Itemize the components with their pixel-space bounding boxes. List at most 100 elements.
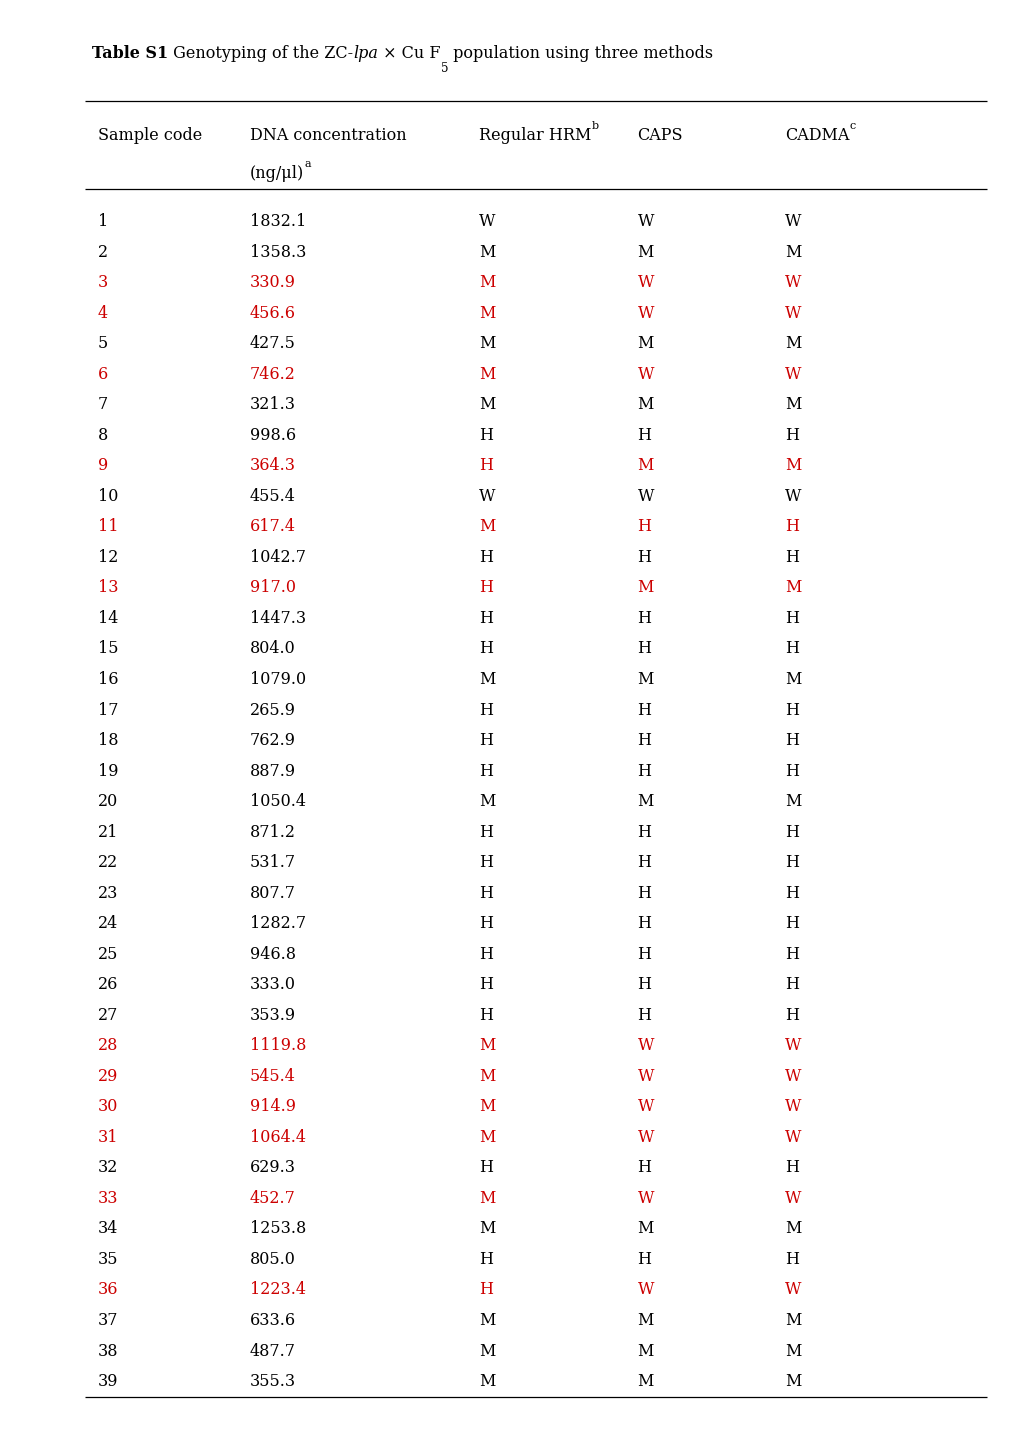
Text: H: H [637, 1159, 651, 1176]
Text: 353.9: 353.9 [250, 1007, 296, 1023]
Text: H: H [479, 977, 493, 993]
Text: 18: 18 [98, 732, 118, 749]
Text: W: W [637, 1068, 653, 1085]
Text: H: H [479, 824, 493, 841]
Text: M: M [479, 1068, 495, 1085]
Text: 9: 9 [98, 457, 108, 475]
Text: M: M [479, 335, 495, 352]
Text: W: W [637, 274, 653, 291]
Text: 5: 5 [440, 62, 447, 75]
Text: M: M [785, 244, 801, 261]
Text: 1282.7: 1282.7 [250, 915, 306, 932]
Text: M: M [785, 580, 801, 596]
Text: 35: 35 [98, 1251, 118, 1268]
Text: M: M [785, 397, 801, 413]
Text: (ng/μl): (ng/μl) [250, 165, 304, 182]
Text: 20: 20 [98, 794, 118, 810]
Text: H: H [637, 1251, 651, 1268]
Text: W: W [637, 488, 653, 505]
Text: H: H [785, 518, 799, 535]
Text: W: W [785, 1068, 801, 1085]
Text: M: M [785, 1221, 801, 1238]
Text: population using three methods: population using three methods [447, 45, 712, 62]
Text: 37: 37 [98, 1312, 118, 1329]
Text: H: H [785, 824, 799, 841]
Text: H: H [637, 945, 651, 962]
Text: 1253.8: 1253.8 [250, 1221, 306, 1238]
Text: H: H [479, 580, 493, 596]
Text: 1050.4: 1050.4 [250, 794, 306, 810]
Text: Sample code: Sample code [98, 127, 202, 144]
Text: 15: 15 [98, 641, 118, 658]
Text: H: H [785, 732, 799, 749]
Text: M: M [479, 274, 495, 291]
Text: W: W [637, 1190, 653, 1206]
Text: 946.8: 946.8 [250, 945, 296, 962]
Text: H: H [637, 732, 651, 749]
Text: M: M [637, 580, 653, 596]
Text: W: W [785, 1038, 801, 1055]
Text: H: H [479, 915, 493, 932]
Text: W: W [785, 304, 801, 322]
Text: W: W [637, 304, 653, 322]
Text: W: W [479, 214, 495, 229]
Text: 487.7: 487.7 [250, 1342, 296, 1359]
Text: H: H [479, 1159, 493, 1176]
Text: 456.6: 456.6 [250, 304, 296, 322]
Text: M: M [785, 1312, 801, 1329]
Text: H: H [785, 427, 799, 444]
Text: 617.4: 617.4 [250, 518, 296, 535]
Text: 13: 13 [98, 580, 118, 596]
Text: CADMA: CADMA [785, 127, 849, 144]
Text: M: M [637, 1221, 653, 1238]
Text: H: H [785, 610, 799, 626]
Text: 887.9: 887.9 [250, 762, 296, 779]
Text: H: H [637, 854, 651, 872]
Text: 1832.1: 1832.1 [250, 214, 306, 229]
Text: 8: 8 [98, 427, 108, 444]
Text: 355.3: 355.3 [250, 1374, 296, 1390]
Text: M: M [479, 1038, 495, 1055]
Text: 804.0: 804.0 [250, 641, 296, 658]
Text: H: H [785, 977, 799, 993]
Text: 10: 10 [98, 488, 118, 505]
Text: M: M [637, 397, 653, 413]
Text: H: H [637, 1007, 651, 1023]
Text: 531.7: 531.7 [250, 854, 296, 872]
Text: H: H [785, 854, 799, 872]
Text: 452.7: 452.7 [250, 1190, 296, 1206]
Text: Table S1: Table S1 [92, 45, 168, 62]
Text: 17: 17 [98, 701, 118, 719]
Text: b: b [591, 121, 598, 131]
Text: H: H [479, 427, 493, 444]
Text: Genotyping of the ZC-: Genotyping of the ZC- [168, 45, 353, 62]
Text: 1: 1 [98, 214, 108, 229]
Text: H: H [637, 518, 651, 535]
Text: H: H [637, 915, 651, 932]
Text: H: H [479, 854, 493, 872]
Text: W: W [637, 1128, 653, 1146]
Text: a: a [304, 159, 311, 169]
Text: 23: 23 [98, 885, 118, 902]
Text: 27: 27 [98, 1007, 118, 1023]
Text: H: H [785, 1007, 799, 1023]
Text: 265.9: 265.9 [250, 701, 296, 719]
Text: H: H [479, 1007, 493, 1023]
Text: H: H [479, 1251, 493, 1268]
Text: 629.3: 629.3 [250, 1159, 296, 1176]
Text: 545.4: 545.4 [250, 1068, 296, 1085]
Text: H: H [785, 1159, 799, 1176]
Text: M: M [479, 671, 495, 688]
Text: H: H [785, 1251, 799, 1268]
Text: M: M [637, 335, 653, 352]
Text: M: M [785, 671, 801, 688]
Text: H: H [479, 732, 493, 749]
Text: H: H [637, 701, 651, 719]
Text: W: W [785, 488, 801, 505]
Text: W: W [479, 488, 495, 505]
Text: M: M [785, 1374, 801, 1390]
Text: M: M [785, 794, 801, 810]
Text: 2: 2 [98, 244, 108, 261]
Text: H: H [637, 885, 651, 902]
Text: 3: 3 [98, 274, 108, 291]
